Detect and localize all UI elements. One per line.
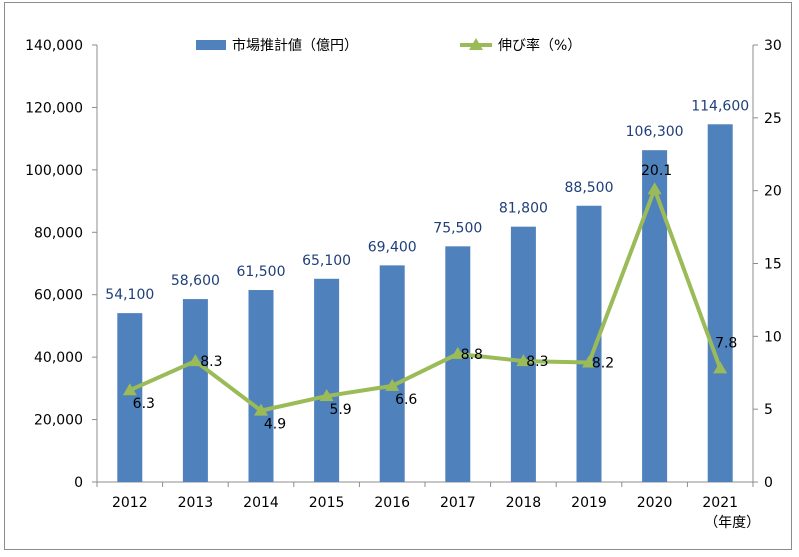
rate-marker (516, 354, 531, 367)
rate-value-label: 7.8 (715, 335, 737, 351)
bar-value-label: 58,600 (171, 273, 220, 289)
y-right-tick-label: 15 (764, 257, 782, 273)
bar-series (117, 124, 733, 482)
rate-marker (254, 403, 268, 416)
rate-value-label: 8.3 (526, 354, 548, 370)
y-left-tick-label: 80,000 (34, 225, 83, 241)
legend-line-label: 伸び率（%） (498, 37, 581, 54)
x-tick-label: 2014 (243, 495, 279, 511)
rate-marker (582, 355, 596, 368)
rate-value-label: 20.1 (641, 163, 672, 179)
y-left-tick-label: 20,000 (34, 413, 83, 429)
x-tick-label: 2012 (112, 495, 148, 511)
rate-marker (713, 361, 728, 374)
rate-marker (122, 383, 137, 396)
y-right-tick-label: 25 (764, 111, 782, 127)
bar (707, 124, 733, 482)
bar-value-label: 65,100 (302, 253, 351, 269)
bar (445, 246, 471, 482)
bar-value-label: 114,600 (691, 98, 749, 114)
rate-marker (647, 182, 662, 195)
rate-line (128, 187, 723, 413)
rate-value-label: 5.9 (329, 402, 351, 418)
rate-value-label: 8.2 (592, 356, 614, 372)
y-left-tick-label: 60,000 (34, 288, 83, 304)
rate-value-label: 4.9 (264, 417, 286, 433)
y-right-tick-label: 0 (764, 475, 773, 491)
y-left-tick-label: 0 (74, 475, 83, 491)
bar-value-label: 69,400 (368, 239, 417, 255)
bar-value-label: 75,500 (433, 220, 482, 236)
x-tick-label: 2015 (309, 495, 345, 511)
rate-marker (188, 354, 203, 367)
rate-marker (385, 378, 400, 391)
bar-value-label: 88,500 (565, 180, 614, 196)
rate-value-label: 8.8 (461, 347, 483, 363)
bar (248, 290, 274, 482)
legend-bar-label: 市場推計値（億円） (232, 37, 358, 54)
rate-marker (319, 389, 334, 402)
y-left-tick-label: 100,000 (25, 163, 83, 179)
bar-value-label: 61,500 (237, 264, 286, 280)
x-tick-label: 2019 (571, 495, 607, 511)
y-right-tick-label: 10 (764, 329, 782, 345)
x-tick-label: 2018 (506, 495, 542, 511)
legend: 市場推計値（億円） 伸び率（%） (196, 37, 581, 54)
bar (642, 150, 668, 482)
x-tick-label: 2017 (440, 495, 476, 511)
rate-value-label: 6.3 (133, 396, 155, 412)
data-labels: 54,100 58,600 61,500 65,100 69,400 75,500 81,8… (105, 98, 749, 432)
y-left-tick-label: 140,000 (25, 38, 83, 54)
line-series (122, 182, 728, 416)
bar-value-label: 81,800 (499, 201, 548, 217)
bar (182, 299, 208, 482)
rate-value-label: 8.3 (200, 354, 222, 370)
bar (117, 313, 143, 482)
y-right-tick-label: 5 (764, 402, 773, 418)
rate-value-label: 6.6 (395, 392, 417, 408)
bar-value-label: 54,100 (105, 287, 154, 303)
plot-axes: 0 20,000 40,000 60,000 80,000 100,000 120,000 1… (25, 38, 782, 531)
y-left-tick-label: 120,000 (25, 100, 83, 116)
rate-marker (450, 346, 465, 359)
x-tick-label: 2016 (374, 495, 410, 511)
legend-bar-swatch (196, 40, 226, 50)
bar (314, 278, 340, 482)
y-right-tick-label: 30 (764, 38, 782, 54)
x-tick-label: 2020 (637, 495, 673, 511)
x-tick-label: 2013 (178, 495, 214, 511)
x-axis-unit: （年度） (704, 515, 760, 531)
bar-value-label: 106,300 (626, 124, 684, 140)
x-tick-label: 2021 (702, 495, 738, 511)
legend-line-marker (469, 38, 483, 50)
y-right-tick-label: 20 (764, 184, 782, 200)
bar (379, 265, 405, 482)
y-left-tick-label: 40,000 (34, 350, 83, 366)
